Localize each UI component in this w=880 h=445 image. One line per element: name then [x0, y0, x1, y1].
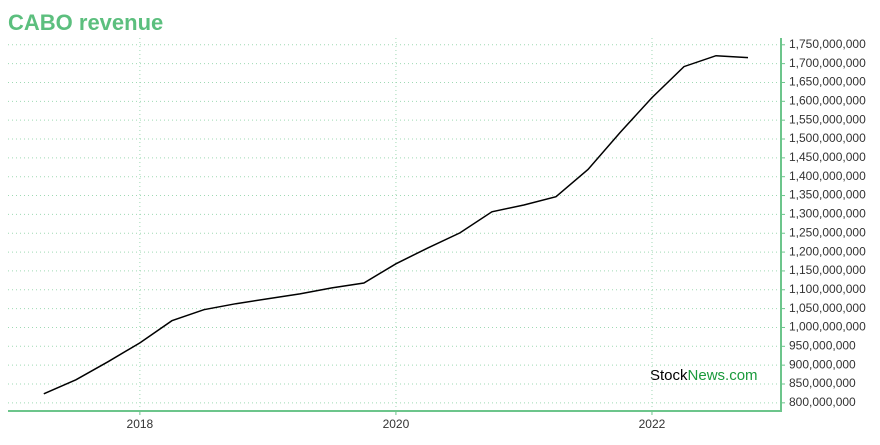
watermark-part: News.com: [688, 367, 758, 384]
x-tick-label: 2018: [127, 417, 154, 431]
y-tick-label: 850,000,000: [789, 376, 856, 390]
y-tick-label: 1,450,000,000: [789, 150, 866, 164]
y-tick-label: 1,500,000,000: [789, 131, 866, 145]
y-tick-label: 1,600,000,000: [789, 93, 866, 107]
chart-title: CABO revenue: [8, 10, 163, 35]
y-tick-label: 1,400,000,000: [789, 169, 866, 183]
watermark-part: Stock: [650, 367, 688, 384]
y-tick-label: 900,000,000: [789, 357, 856, 371]
y-tick-label: 950,000,000: [789, 338, 856, 352]
y-tick-label: 1,000,000,000: [789, 320, 866, 334]
y-tick-label: 1,250,000,000: [789, 225, 866, 239]
y-tick-label: 1,700,000,000: [789, 56, 866, 70]
y-tick-label: 1,750,000,000: [789, 37, 866, 51]
y-tick-label: 1,100,000,000: [789, 282, 866, 296]
y-tick-label: 1,650,000,000: [789, 75, 866, 89]
y-tick-label: 1,550,000,000: [789, 112, 866, 126]
y-tick-label: 800,000,000: [789, 395, 856, 409]
y-tick-label: 1,300,000,000: [789, 207, 866, 221]
y-tick-label: 1,200,000,000: [789, 244, 866, 258]
revenue-line: [43, 54, 749, 395]
y-tick-label: 1,150,000,000: [789, 263, 866, 277]
y-tick-label: 1,050,000,000: [789, 301, 866, 315]
x-tick-label: 2022: [639, 417, 666, 431]
x-tick-label: 2020: [383, 417, 410, 431]
y-tick-label: 1,350,000,000: [789, 188, 866, 202]
watermark: StockNews.com: [650, 367, 758, 384]
